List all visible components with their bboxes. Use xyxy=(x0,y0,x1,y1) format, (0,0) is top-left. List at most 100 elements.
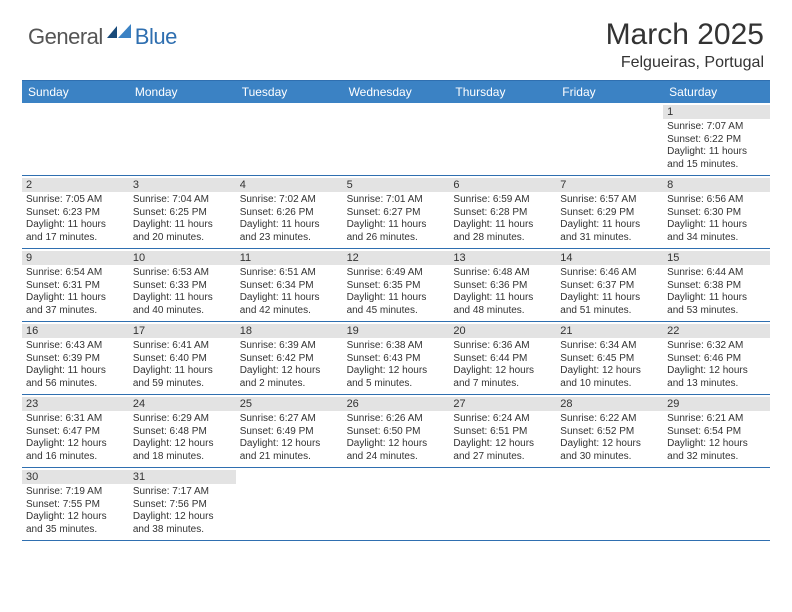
daylight-line: Daylight: 11 hours and 59 minutes. xyxy=(133,365,232,390)
day-number: 7 xyxy=(556,178,663,192)
weekday-header-cell: Tuesday xyxy=(236,81,343,103)
daylight-line: Daylight: 12 hours and 21 minutes. xyxy=(240,438,339,463)
title-block: March 2025 Felgueiras, Portugal xyxy=(606,18,764,72)
brand-logo: General Blue xyxy=(28,18,177,50)
sunrise-line: Sunrise: 6:51 AM xyxy=(240,267,339,280)
day-cell: 16Sunrise: 6:43 AMSunset: 6:39 PMDayligh… xyxy=(22,322,129,394)
sunset-line: Sunset: 6:22 PM xyxy=(667,134,766,147)
sunrise-line: Sunrise: 6:31 AM xyxy=(26,413,125,426)
sunrise-line: Sunrise: 6:49 AM xyxy=(347,267,446,280)
weekday-header-cell: Monday xyxy=(129,81,236,103)
day-cell: 2Sunrise: 7:05 AMSunset: 6:23 PMDaylight… xyxy=(22,176,129,248)
day-cell: 9Sunrise: 6:54 AMSunset: 6:31 PMDaylight… xyxy=(22,249,129,321)
day-number: 12 xyxy=(343,251,450,265)
sunrise-line: Sunrise: 6:56 AM xyxy=(667,194,766,207)
day-cell: 19Sunrise: 6:38 AMSunset: 6:43 PMDayligh… xyxy=(343,322,450,394)
sunset-line: Sunset: 6:44 PM xyxy=(453,353,552,366)
day-cell: 3Sunrise: 7:04 AMSunset: 6:25 PMDaylight… xyxy=(129,176,236,248)
daylight-line: Daylight: 12 hours and 10 minutes. xyxy=(560,365,659,390)
sunset-line: Sunset: 6:50 PM xyxy=(347,426,446,439)
daylight-line: Daylight: 11 hours and 15 minutes. xyxy=(667,146,766,171)
day-number: 20 xyxy=(449,324,556,338)
day-cell: 11 Sunrise: 6:51 AMSunset: 6:34 PMDayligh… xyxy=(236,249,343,321)
header: General Blue March 2025 Felgueiras, Port… xyxy=(0,0,792,80)
day-cell: 14Sunrise: 6:46 AMSunset: 6:37 PMDayligh… xyxy=(556,249,663,321)
day-cell xyxy=(22,103,129,175)
sunset-line: Sunset: 6:34 PM xyxy=(240,280,339,293)
day-cell: 13Sunrise: 6:48 AMSunset: 6:36 PMDayligh… xyxy=(449,249,556,321)
sunset-line: Sunset: 6:23 PM xyxy=(26,207,125,220)
daylight-line: Daylight: 12 hours and 5 minutes. xyxy=(347,365,446,390)
sunset-line: Sunset: 6:33 PM xyxy=(133,280,232,293)
day-number: 16 xyxy=(22,324,129,338)
daylight-line: Daylight: 11 hours and 34 minutes. xyxy=(667,219,766,244)
sunrise-line: Sunrise: 6:26 AM xyxy=(347,413,446,426)
sunrise-line: Sunrise: 7:07 AM xyxy=(667,121,766,134)
sunset-line: Sunset: 6:39 PM xyxy=(26,353,125,366)
daylight-line: Daylight: 12 hours and 24 minutes. xyxy=(347,438,446,463)
sunrise-line: Sunrise: 6:32 AM xyxy=(667,340,766,353)
week-row: 9Sunrise: 6:54 AMSunset: 6:31 PMDaylight… xyxy=(22,249,770,322)
location-text: Felgueiras, Portugal xyxy=(606,54,764,72)
sunrise-line: Sunrise: 6:59 AM xyxy=(453,194,552,207)
sunset-line: Sunset: 7:55 PM xyxy=(26,499,125,512)
day-number: 26 xyxy=(343,397,450,411)
day-cell xyxy=(343,468,450,540)
day-number: 22 xyxy=(663,324,770,338)
sunset-line: Sunset: 6:28 PM xyxy=(453,207,552,220)
day-number: 1 xyxy=(663,105,770,119)
day-number: 9 xyxy=(22,251,129,265)
day-number: 19 xyxy=(343,324,450,338)
weekday-header-cell: Wednesday xyxy=(343,81,450,103)
day-cell: 17Sunrise: 6:41 AMSunset: 6:40 PMDayligh… xyxy=(129,322,236,394)
sunset-line: Sunset: 6:25 PM xyxy=(133,207,232,220)
week-row: 23Sunrise: 6:31 AMSunset: 6:47 PMDayligh… xyxy=(22,395,770,468)
day-cell: 21Sunrise: 6:34 AMSunset: 6:45 PMDayligh… xyxy=(556,322,663,394)
sunset-line: Sunset: 6:29 PM xyxy=(560,207,659,220)
day-number: 5 xyxy=(343,178,450,192)
day-number: 8 xyxy=(663,178,770,192)
day-cell xyxy=(449,103,556,175)
sunset-line: Sunset: 6:51 PM xyxy=(453,426,552,439)
daylight-line: Daylight: 11 hours and 48 minutes. xyxy=(453,292,552,317)
day-number: 11 xyxy=(236,251,343,265)
day-cell xyxy=(449,468,556,540)
sunrise-line: Sunrise: 6:24 AM xyxy=(453,413,552,426)
page-title: March 2025 xyxy=(606,18,764,52)
day-number: 14 xyxy=(556,251,663,265)
sunrise-line: Sunrise: 6:27 AM xyxy=(240,413,339,426)
day-number: 27 xyxy=(449,397,556,411)
day-number: 31 xyxy=(129,470,236,484)
calendar: SundayMondayTuesdayWednesdayThursdayFrid… xyxy=(22,80,770,541)
day-number: 21 xyxy=(556,324,663,338)
daylight-line: Daylight: 11 hours and 42 minutes. xyxy=(240,292,339,317)
sunrise-line: Sunrise: 7:02 AM xyxy=(240,194,339,207)
sunrise-line: Sunrise: 6:21 AM xyxy=(667,413,766,426)
daylight-line: Daylight: 12 hours and 30 minutes. xyxy=(560,438,659,463)
daylight-line: Daylight: 12 hours and 2 minutes. xyxy=(240,365,339,390)
day-cell: 12Sunrise: 6:49 AMSunset: 6:35 PMDayligh… xyxy=(343,249,450,321)
day-cell: 30Sunrise: 7:19 AMSunset: 7:55 PMDayligh… xyxy=(22,468,129,540)
daylight-line: Daylight: 11 hours and 23 minutes. xyxy=(240,219,339,244)
day-number: 3 xyxy=(129,178,236,192)
day-cell: 8Sunrise: 6:56 AMSunset: 6:30 PMDaylight… xyxy=(663,176,770,248)
day-number: 25 xyxy=(236,397,343,411)
sunset-line: Sunset: 6:46 PM xyxy=(667,353,766,366)
day-cell: 18Sunrise: 6:39 AMSunset: 6:42 PMDayligh… xyxy=(236,322,343,394)
day-cell xyxy=(129,103,236,175)
sunrise-line: Sunrise: 7:19 AM xyxy=(26,486,125,499)
sunrise-line: Sunrise: 6:38 AM xyxy=(347,340,446,353)
week-row: 30Sunrise: 7:19 AMSunset: 7:55 PMDayligh… xyxy=(22,468,770,541)
weekday-header-cell: Saturday xyxy=(663,81,770,103)
daylight-line: Daylight: 12 hours and 27 minutes. xyxy=(453,438,552,463)
sunset-line: Sunset: 6:54 PM xyxy=(667,426,766,439)
day-number: 17 xyxy=(129,324,236,338)
day-cell: 1 Sunrise: 7:07 AMSunset: 6:22 PMDaylight… xyxy=(663,103,770,175)
daylight-line: Daylight: 11 hours and 37 minutes. xyxy=(26,292,125,317)
sunset-line: Sunset: 6:26 PM xyxy=(240,207,339,220)
day-cell: 5Sunrise: 7:01 AMSunset: 6:27 PMDaylight… xyxy=(343,176,450,248)
daylight-line: Daylight: 11 hours and 31 minutes. xyxy=(560,219,659,244)
day-cell: 28Sunrise: 6:22 AMSunset: 6:52 PMDayligh… xyxy=(556,395,663,467)
weekday-header-cell: Sunday xyxy=(22,81,129,103)
day-cell xyxy=(236,468,343,540)
